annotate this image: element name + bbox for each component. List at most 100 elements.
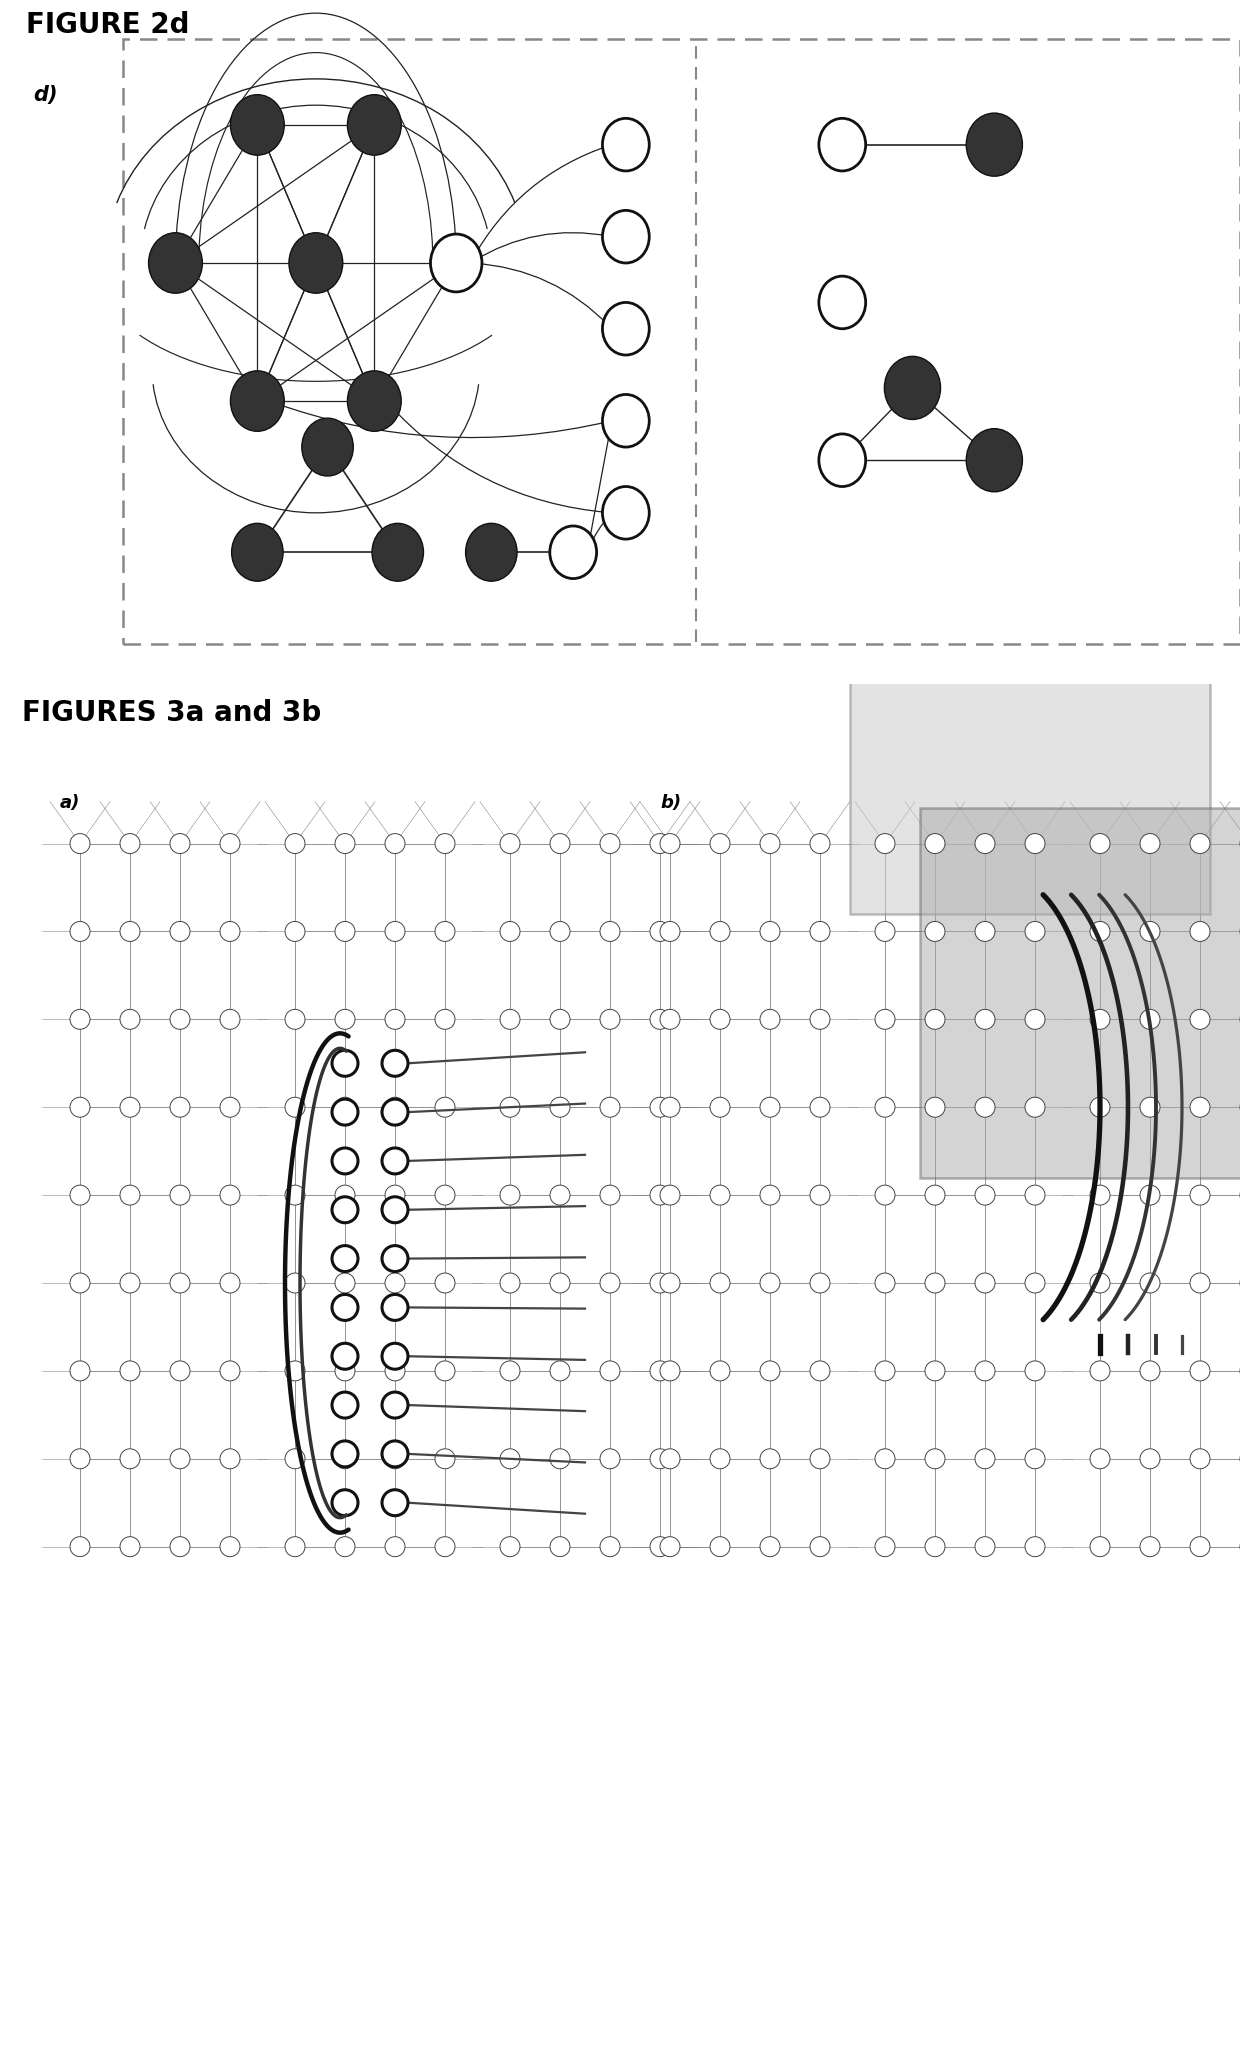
Circle shape [711,1537,730,1556]
Circle shape [170,1448,190,1469]
Circle shape [925,1448,945,1469]
Circle shape [170,922,190,941]
Circle shape [551,1272,570,1293]
Bar [849,518,1210,914]
Circle shape [219,1098,241,1117]
Circle shape [810,922,830,941]
Circle shape [600,1361,620,1380]
Circle shape [600,1185,620,1206]
Circle shape [332,1051,358,1075]
Circle shape [382,1490,408,1517]
Circle shape [603,211,650,263]
Circle shape [884,356,940,419]
Circle shape [170,1361,190,1380]
Circle shape [1090,1009,1110,1030]
Circle shape [500,1009,520,1030]
Circle shape [925,922,945,941]
Circle shape [384,1272,405,1293]
Circle shape [875,1272,895,1293]
Circle shape [1140,922,1159,941]
Circle shape [120,1185,140,1206]
Circle shape [551,833,570,854]
Circle shape [332,1295,358,1320]
Circle shape [219,1272,241,1293]
Circle shape [382,1198,408,1222]
Circle shape [810,1185,830,1206]
Circle shape [975,833,994,854]
Circle shape [925,1185,945,1206]
Circle shape [435,1448,455,1469]
Text: d): d) [32,85,57,106]
Circle shape [1140,1448,1159,1469]
Circle shape [925,1009,945,1030]
Circle shape [1190,1448,1210,1469]
Circle shape [372,524,424,580]
Circle shape [600,1009,620,1030]
Circle shape [285,1185,305,1206]
Circle shape [711,1009,730,1030]
Circle shape [1025,1448,1045,1469]
Circle shape [549,526,596,578]
Circle shape [660,1537,680,1556]
Circle shape [975,1098,994,1117]
Circle shape [285,1448,305,1469]
Circle shape [1025,1185,1045,1206]
Circle shape [1090,1361,1110,1380]
Circle shape [810,1009,830,1030]
Circle shape [120,1537,140,1556]
Circle shape [149,232,202,294]
Circle shape [1025,1009,1045,1030]
Circle shape [1090,1185,1110,1206]
Circle shape [332,1198,358,1222]
Circle shape [384,1448,405,1469]
Circle shape [975,1009,994,1030]
Circle shape [1190,922,1210,941]
Circle shape [711,1361,730,1380]
Circle shape [1025,1098,1045,1117]
Circle shape [711,1272,730,1293]
Circle shape [1140,1272,1159,1293]
Circle shape [551,1098,570,1117]
Circle shape [435,1537,455,1556]
Circle shape [170,1185,190,1206]
Circle shape [818,118,866,172]
Circle shape [760,1185,780,1206]
Circle shape [875,1009,895,1030]
Circle shape [69,1009,91,1030]
Circle shape [650,1361,670,1380]
Circle shape [170,1009,190,1030]
Bar [920,808,1240,1177]
Circle shape [810,1537,830,1556]
Circle shape [660,1098,680,1117]
Circle shape [384,1009,405,1030]
Circle shape [1190,833,1210,854]
Circle shape [384,1361,405,1380]
Circle shape [69,1537,91,1556]
Circle shape [1140,833,1159,854]
Circle shape [335,1098,355,1117]
Circle shape [1090,1537,1110,1556]
Circle shape [551,1537,570,1556]
Circle shape [1190,1361,1210,1380]
Circle shape [500,1361,520,1380]
Circle shape [435,1098,455,1117]
Circle shape [1190,1098,1210,1117]
Circle shape [875,1448,895,1469]
Circle shape [219,922,241,941]
Bar [123,39,1240,644]
Circle shape [660,1272,680,1293]
Circle shape [219,1448,241,1469]
Circle shape [818,276,866,329]
Circle shape [600,1098,620,1117]
Circle shape [600,1448,620,1469]
Text: FIGURE 2d: FIGURE 2d [26,10,190,39]
Circle shape [603,303,650,354]
Circle shape [120,1098,140,1117]
Circle shape [219,1537,241,1556]
Circle shape [1140,1009,1159,1030]
Circle shape [711,1185,730,1206]
Circle shape [384,1098,405,1117]
Circle shape [384,1185,405,1206]
Circle shape [650,1185,670,1206]
Circle shape [650,1098,670,1117]
